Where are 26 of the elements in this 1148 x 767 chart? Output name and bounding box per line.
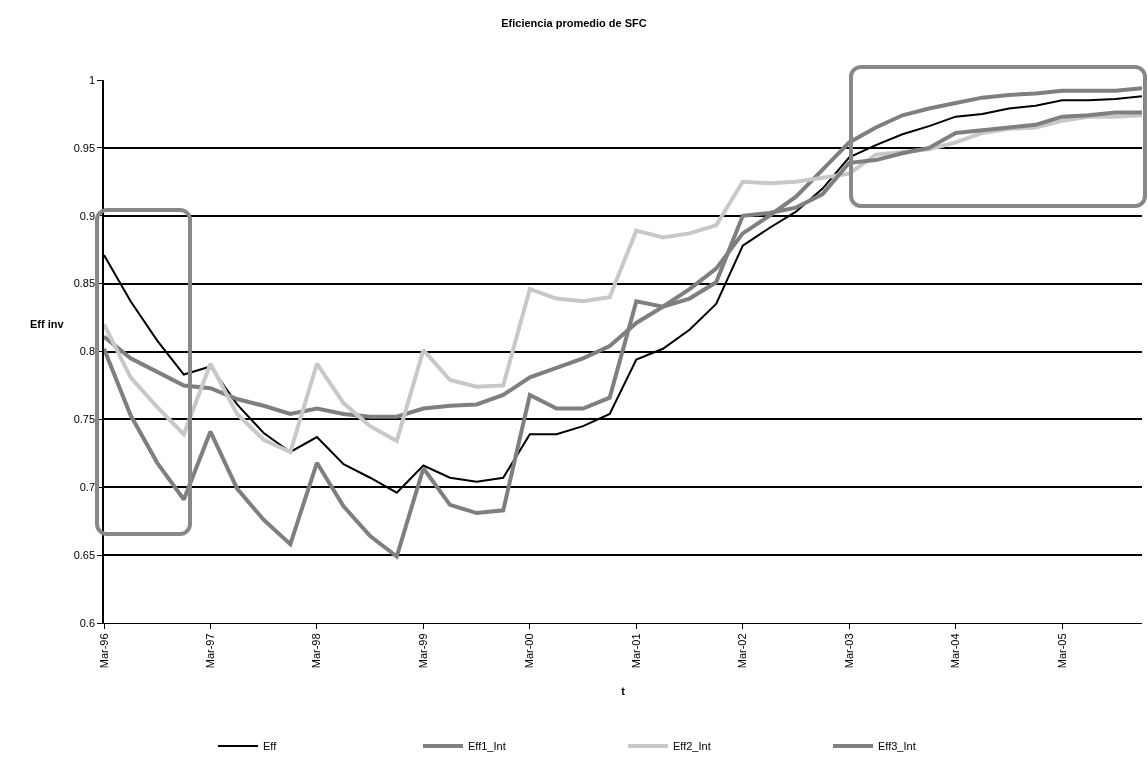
x-tick-label: Mar-03 — [842, 633, 855, 669]
x-tick-label: Mar-99 — [416, 633, 429, 669]
y-tick-label: 0.8 — [79, 345, 96, 358]
y-tick-label: 0.75 — [73, 413, 96, 426]
x-tick-label: Mar-05 — [1055, 633, 1068, 669]
legend-label: Eff2_Int — [673, 740, 711, 753]
x-tick-label: Mar-01 — [629, 633, 642, 669]
y-tick-label: 0.9 — [79, 209, 96, 222]
x-tick-label: Mar-98 — [310, 633, 323, 669]
legend-label: Eff3_Int — [878, 740, 916, 753]
y-tick-label: 0.85 — [73, 277, 96, 290]
x-tick-label: Mar-04 — [949, 633, 962, 669]
legend-label: Eff — [263, 740, 278, 753]
chart-title: Eficiencia promedio de SFC — [501, 16, 647, 29]
y-tick-label: 0.65 — [73, 548, 96, 561]
legend-label: Eff1_Int — [468, 740, 506, 753]
y-tick-label: 0.95 — [73, 141, 96, 154]
y-tick-label: 0.7 — [79, 481, 96, 494]
y-axis-title: Eff inv — [30, 318, 65, 330]
x-tick-label: Mar-96 — [97, 633, 110, 669]
x-tick-label: Mar-00 — [523, 633, 536, 669]
x-axis-title: t — [621, 685, 626, 698]
x-tick-label: Mar-02 — [736, 633, 749, 669]
x-tick-label: Mar-97 — [204, 633, 217, 669]
y-tick-label: 0.6 — [79, 616, 96, 629]
y-tick-label: 1 — [88, 73, 96, 86]
